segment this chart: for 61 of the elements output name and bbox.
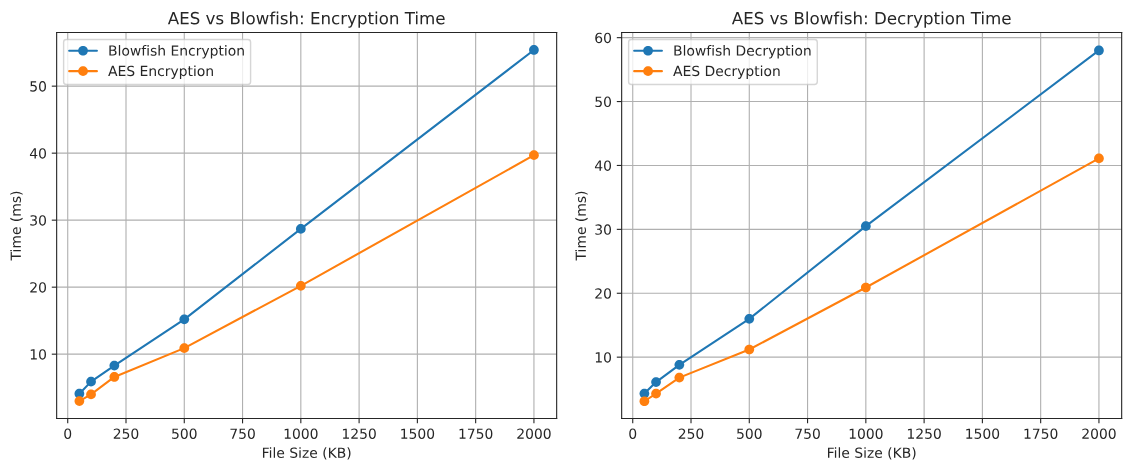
point (1094, 45, 1104, 56)
y-tick-label: 30 (30, 215, 47, 226)
point (744, 344, 755, 355)
y-tick-label: 10 (30, 349, 47, 360)
point (295, 224, 306, 234)
x-axis-title: File Size (KB) (262, 447, 351, 460)
y-tick-label: 20 (595, 288, 612, 299)
y-tick-label: 60 (595, 32, 612, 44)
point (86, 376, 96, 387)
point (179, 314, 190, 325)
point (639, 396, 650, 407)
x-tick-label: 1500 (401, 428, 435, 439)
point (860, 221, 871, 232)
x-tick-label: 1500 (966, 428, 1000, 439)
x-tick-label: 250 (678, 428, 704, 439)
y-axis-title: Time (ms) (575, 191, 588, 261)
x-tick-label: 0 (629, 428, 637, 439)
x-tick-label: 1250 (342, 428, 376, 439)
x-tick-label: 1750 (459, 428, 493, 439)
y-tick-label: 50 (595, 96, 612, 108)
point (651, 377, 661, 387)
point (109, 360, 120, 371)
x-axis-title: File Size (KB) (828, 447, 916, 460)
point (674, 372, 685, 383)
legend-label: Blowfish Decryption (674, 45, 811, 59)
x-tick-label: 1250 (907, 428, 941, 439)
point (529, 45, 539, 55)
point (860, 282, 871, 293)
x-tick-label: 250 (113, 428, 139, 439)
y-tick-label: 50 (30, 81, 47, 92)
point (529, 150, 539, 161)
point (109, 372, 120, 382)
x-tick-label: 1000 (849, 428, 883, 439)
y-axis-title: Time (ms) (10, 191, 23, 261)
point (674, 359, 685, 370)
y-tick-label: 20 (30, 282, 47, 293)
point (651, 388, 661, 399)
legend-label: AES Encryption (108, 65, 213, 79)
x-tick-label: 500 (737, 428, 762, 439)
x-tick-label: 1750 (1024, 428, 1058, 439)
y-tick-label: 40 (594, 160, 612, 171)
x-tick-label: 750 (795, 428, 820, 439)
point (74, 396, 85, 406)
y-tick-label: 10 (595, 352, 612, 363)
x-tick-label: 500 (172, 428, 197, 439)
point (295, 280, 306, 291)
y-tick-label: 30 (595, 224, 612, 235)
point (86, 389, 96, 400)
point (179, 343, 190, 354)
legend-label: Blowfish Encryption (109, 45, 244, 59)
chart-title: AES vs Blowfish: Encryption Time (167, 11, 445, 28)
chart-title: AES vs Blowfish: Decryption Time (731, 11, 1011, 28)
x-tick-label: 2000 (517, 428, 551, 439)
x-tick-label: 750 (230, 428, 255, 439)
x-tick-label: 2000 (1082, 428, 1116, 439)
x-tick-label: 1000 (284, 428, 318, 439)
point (744, 313, 755, 324)
y-tick-label: 40 (29, 148, 47, 159)
point (1094, 153, 1104, 164)
legend-label: AES Decryption (673, 65, 780, 79)
x-tick-label: 0 (64, 428, 72, 439)
